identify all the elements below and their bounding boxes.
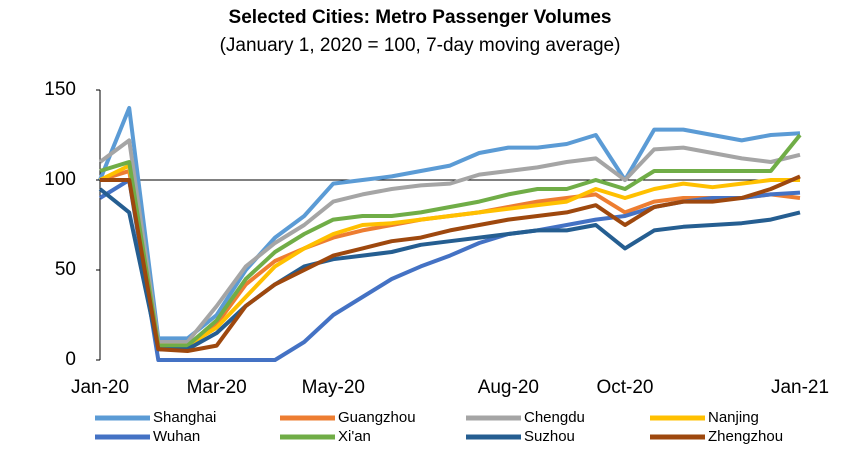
chart-title: Selected Cities: Metro Passenger Volumes bbox=[229, 7, 612, 28]
x-tick-label: Oct-20 bbox=[596, 377, 653, 398]
x-tick-label: Jan-20 bbox=[71, 377, 129, 398]
legend-label: Guangzhou bbox=[338, 409, 416, 426]
series-line bbox=[99, 133, 802, 348]
series-line bbox=[98, 138, 801, 344]
y-tick-label: 0 bbox=[65, 349, 76, 370]
chart-subtitle: (January 1, 2020 = 100, 7-day moving ave… bbox=[220, 35, 621, 56]
legend-label: Zhengzhou bbox=[708, 428, 783, 445]
legend-label: Suzhou bbox=[524, 428, 575, 445]
y-tick-label: 50 bbox=[55, 259, 76, 280]
legend-label: Xi'an bbox=[338, 428, 371, 445]
legend-label: Nanjing bbox=[708, 409, 759, 426]
y-tick-label: 150 bbox=[44, 79, 76, 100]
y-tick-label: 100 bbox=[44, 169, 76, 190]
x-tick-label: Jan-21 bbox=[771, 377, 829, 398]
legend-label: Wuhan bbox=[153, 428, 200, 445]
x-tick-label: Mar-20 bbox=[187, 377, 247, 398]
series-line bbox=[99, 163, 800, 348]
legend-label: Shanghai bbox=[153, 409, 216, 426]
series-line bbox=[100, 174, 801, 353]
legend-label: Chengdu bbox=[524, 409, 585, 426]
x-tick-label: May-20 bbox=[302, 377, 365, 398]
series-line bbox=[98, 187, 801, 352]
series-line bbox=[98, 106, 801, 341]
x-tick-label: Aug-20 bbox=[478, 377, 539, 398]
